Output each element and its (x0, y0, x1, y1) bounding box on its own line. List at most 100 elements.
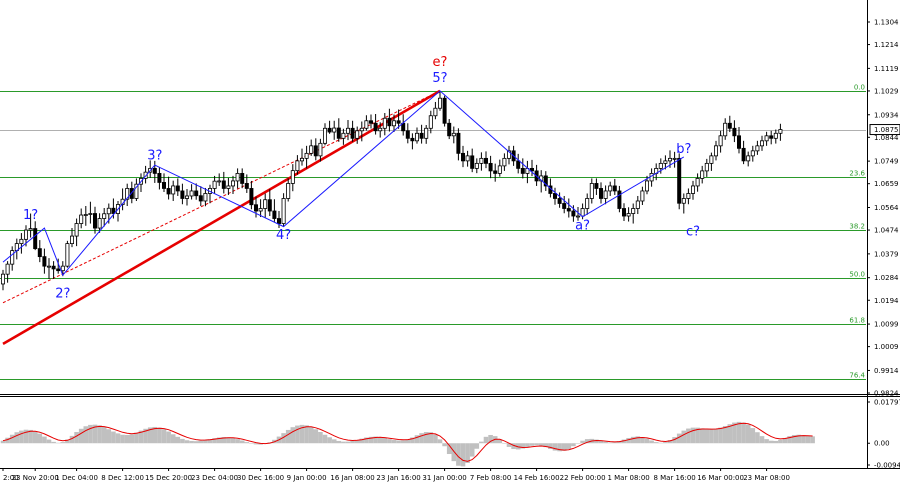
osc-bar (810, 436, 815, 444)
osc-bar (235, 439, 240, 444)
candle-body (460, 152, 465, 162)
osc-bar (653, 442, 659, 444)
candle (276, 211, 281, 229)
candle-body (451, 132, 456, 137)
osc-bar (667, 440, 673, 444)
osc-bar (538, 443, 544, 446)
osc-bar (529, 443, 535, 446)
candle (373, 113, 378, 135)
osc-bar (295, 425, 300, 444)
osc-signal-line (2, 422, 813, 462)
fibonacci-levels: 0.0 23.6 38.2 50.0 61.8 76.4 (0, 84, 866, 380)
price-tick-label: 1.0659 (874, 180, 899, 188)
osc-tick-label: 0.01797 (874, 399, 900, 407)
osc-bar (469, 443, 475, 457)
candle (60, 261, 65, 277)
candle (299, 148, 304, 166)
candle (465, 150, 470, 167)
osc-bar (681, 430, 687, 444)
candle-body (79, 214, 84, 224)
candle (746, 151, 751, 167)
price-tick-label: 0.9824 (874, 390, 899, 398)
osc-bar (308, 426, 314, 444)
candle (626, 207, 631, 222)
candle-body (350, 127, 355, 139)
candle-body (760, 140, 765, 147)
candle-body (695, 178, 700, 187)
candle (203, 187, 208, 207)
osc-bar (157, 427, 162, 444)
candle (387, 108, 392, 132)
candle (65, 240, 70, 268)
osc-bar (483, 436, 489, 444)
candle-body (626, 213, 631, 217)
candle-body (778, 129, 783, 134)
candle-body (74, 223, 79, 237)
candle (28, 213, 33, 238)
osc-bar (249, 443, 254, 444)
candle (493, 163, 498, 182)
candle-body (230, 180, 235, 187)
candle (143, 165, 148, 184)
osc-bar (709, 429, 714, 444)
candle-body (198, 195, 203, 202)
candle (658, 158, 663, 174)
osc-bar (663, 442, 668, 444)
osc-bar (341, 441, 346, 444)
candle (456, 128, 461, 161)
candle (309, 139, 314, 156)
candle-body (106, 207, 111, 215)
candle-body (530, 167, 535, 172)
osc-bar (184, 440, 190, 444)
candle (327, 120, 332, 134)
candle-body (189, 190, 194, 197)
price-tick-label: 1.0194 (874, 297, 899, 305)
candle-body (764, 135, 769, 142)
candle-body (520, 167, 525, 174)
time-tick-label: 2:00 (3, 474, 19, 482)
candle-body (704, 162, 709, 172)
price-tick-label: 1.0934 (874, 111, 899, 119)
osc-bar (713, 428, 719, 444)
candle (295, 155, 300, 175)
fib-level-label: 50.0 (849, 271, 865, 279)
candle (718, 130, 723, 153)
time-tick-label: 30 Dec 16:00 (237, 474, 284, 482)
elliott-wave-path (2, 90, 685, 277)
candle-body (263, 199, 268, 209)
candle-body (281, 198, 286, 224)
osc-bar (649, 440, 654, 444)
candle (336, 118, 341, 142)
candle-body (410, 137, 415, 142)
price-tick-label: 1.1029 (874, 87, 899, 95)
osc-bar (423, 431, 429, 444)
osc-bar (60, 442, 66, 444)
fib-level-label: 23.6 (849, 170, 865, 178)
osc-bar (787, 436, 792, 444)
candle-body (672, 157, 677, 160)
candle-body (709, 155, 714, 164)
candle (769, 130, 774, 145)
candle-body (336, 127, 341, 139)
osc-bar (318, 431, 323, 444)
candle-body (580, 208, 585, 217)
candle-body (33, 228, 38, 250)
candle (410, 133, 415, 150)
time-tick-label: 1 Dec 04:00 (55, 474, 98, 482)
candle (663, 155, 668, 170)
osc-bar (695, 427, 700, 444)
candle-body (249, 188, 254, 206)
candle-body (313, 145, 318, 157)
time-tick-label: 31 Jan 00:00 (422, 474, 466, 482)
time-tick-label: 22 Feb 00:00 (560, 474, 606, 482)
osc-bar (147, 427, 153, 444)
price-tick-label: 1.0474 (874, 227, 899, 235)
osc-bar (115, 433, 121, 444)
osc-bar (345, 441, 351, 444)
candle (47, 258, 52, 279)
candle-body (272, 210, 277, 219)
osc-bar (773, 440, 779, 444)
candle (520, 158, 525, 179)
candle (359, 121, 364, 142)
candle (79, 208, 84, 229)
